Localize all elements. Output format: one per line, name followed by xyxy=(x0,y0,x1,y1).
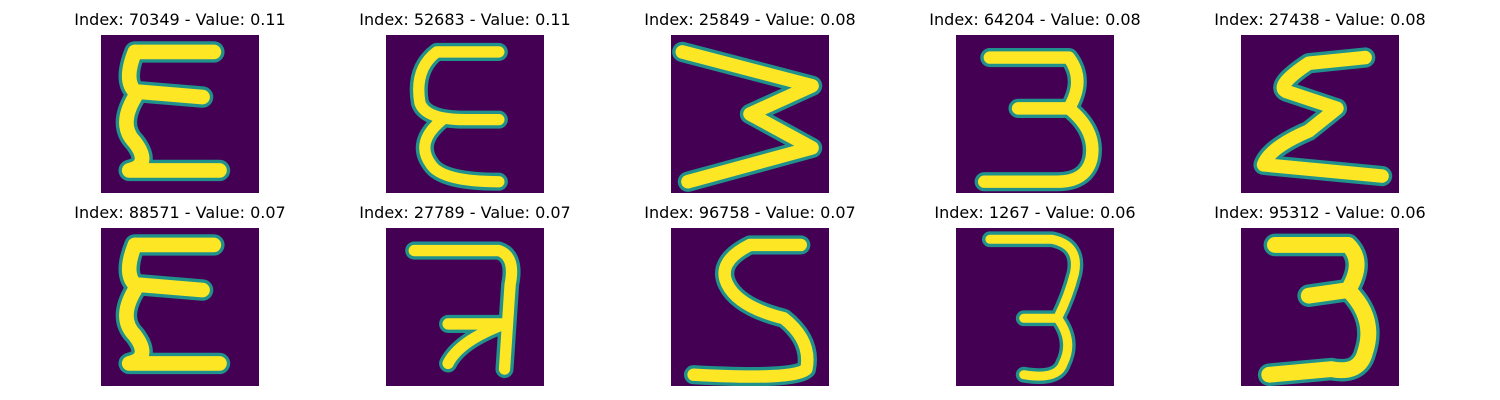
glyph-drawing xyxy=(101,228,259,386)
panel-title: Index: 27438 - Value: 0.08 xyxy=(1214,10,1426,29)
digit-image xyxy=(386,228,544,386)
image-panel: Index: 70349 - Value: 0.11 xyxy=(50,0,310,193)
glyph-drawing xyxy=(671,35,829,193)
digit-image xyxy=(956,228,1114,386)
panel-title: Index: 64204 - Value: 0.08 xyxy=(929,10,1141,29)
glyph-stroke xyxy=(1261,237,1377,383)
glyph-stroke xyxy=(119,237,227,371)
image-panel: Index: 27438 - Value: 0.08 xyxy=(1190,0,1450,193)
image-panel: Index: 96758 - Value: 0.07 xyxy=(620,193,880,386)
image-panel: Index: 1267 - Value: 0.06 xyxy=(905,193,1165,386)
digit-image xyxy=(101,228,259,386)
panel-title: Index: 52683 - Value: 0.11 xyxy=(359,10,571,29)
digit-image xyxy=(386,35,544,193)
panel-title: Index: 88571 - Value: 0.07 xyxy=(74,203,286,222)
digit-image xyxy=(671,228,829,386)
glyph-stroke xyxy=(687,238,814,383)
panel-title: Index: 25849 - Value: 0.08 xyxy=(644,10,856,29)
panel-title: Index: 70349 - Value: 0.11 xyxy=(74,10,286,29)
glyph-stroke xyxy=(119,44,227,178)
image-background xyxy=(956,228,1114,386)
glyph-drawing xyxy=(1241,35,1399,193)
digit-image xyxy=(1241,228,1399,386)
glyph-stroke xyxy=(675,45,819,189)
image-panel: Index: 27789 - Value: 0.07 xyxy=(335,193,595,386)
image-panel: Index: 88571 - Value: 0.07 xyxy=(50,193,310,386)
panel-title: Index: 96758 - Value: 0.07 xyxy=(644,203,856,222)
glyph-stroke xyxy=(978,51,1099,188)
image-panel: Index: 64204 - Value: 0.08 xyxy=(905,0,1165,193)
digit-image xyxy=(101,35,259,193)
glyph-stroke xyxy=(1256,50,1389,183)
image-panel: Index: 95312 - Value: 0.06 xyxy=(1190,193,1450,386)
glyph-stroke xyxy=(985,234,1080,381)
glyph-drawing xyxy=(386,35,544,193)
digit-image xyxy=(956,35,1114,193)
glyph-drawing xyxy=(956,228,1114,386)
panel-title: Index: 95312 - Value: 0.06 xyxy=(1214,203,1426,222)
digit-image xyxy=(671,35,829,193)
panel-title: Index: 27789 - Value: 0.07 xyxy=(359,203,571,222)
panel-title: Index: 1267 - Value: 0.06 xyxy=(934,203,1136,222)
image-panel: Index: 52683 - Value: 0.11 xyxy=(335,0,595,193)
digit-image xyxy=(1241,35,1399,193)
glyph-drawing xyxy=(671,228,829,386)
glyph-stroke xyxy=(408,244,518,375)
glyph-drawing xyxy=(386,228,544,386)
image-panel: Index: 25849 - Value: 0.08 xyxy=(620,0,880,193)
glyph-drawing xyxy=(101,35,259,193)
glyph-drawing xyxy=(1241,228,1399,386)
glyph-stroke xyxy=(413,46,505,188)
glyph-drawing xyxy=(956,35,1114,193)
